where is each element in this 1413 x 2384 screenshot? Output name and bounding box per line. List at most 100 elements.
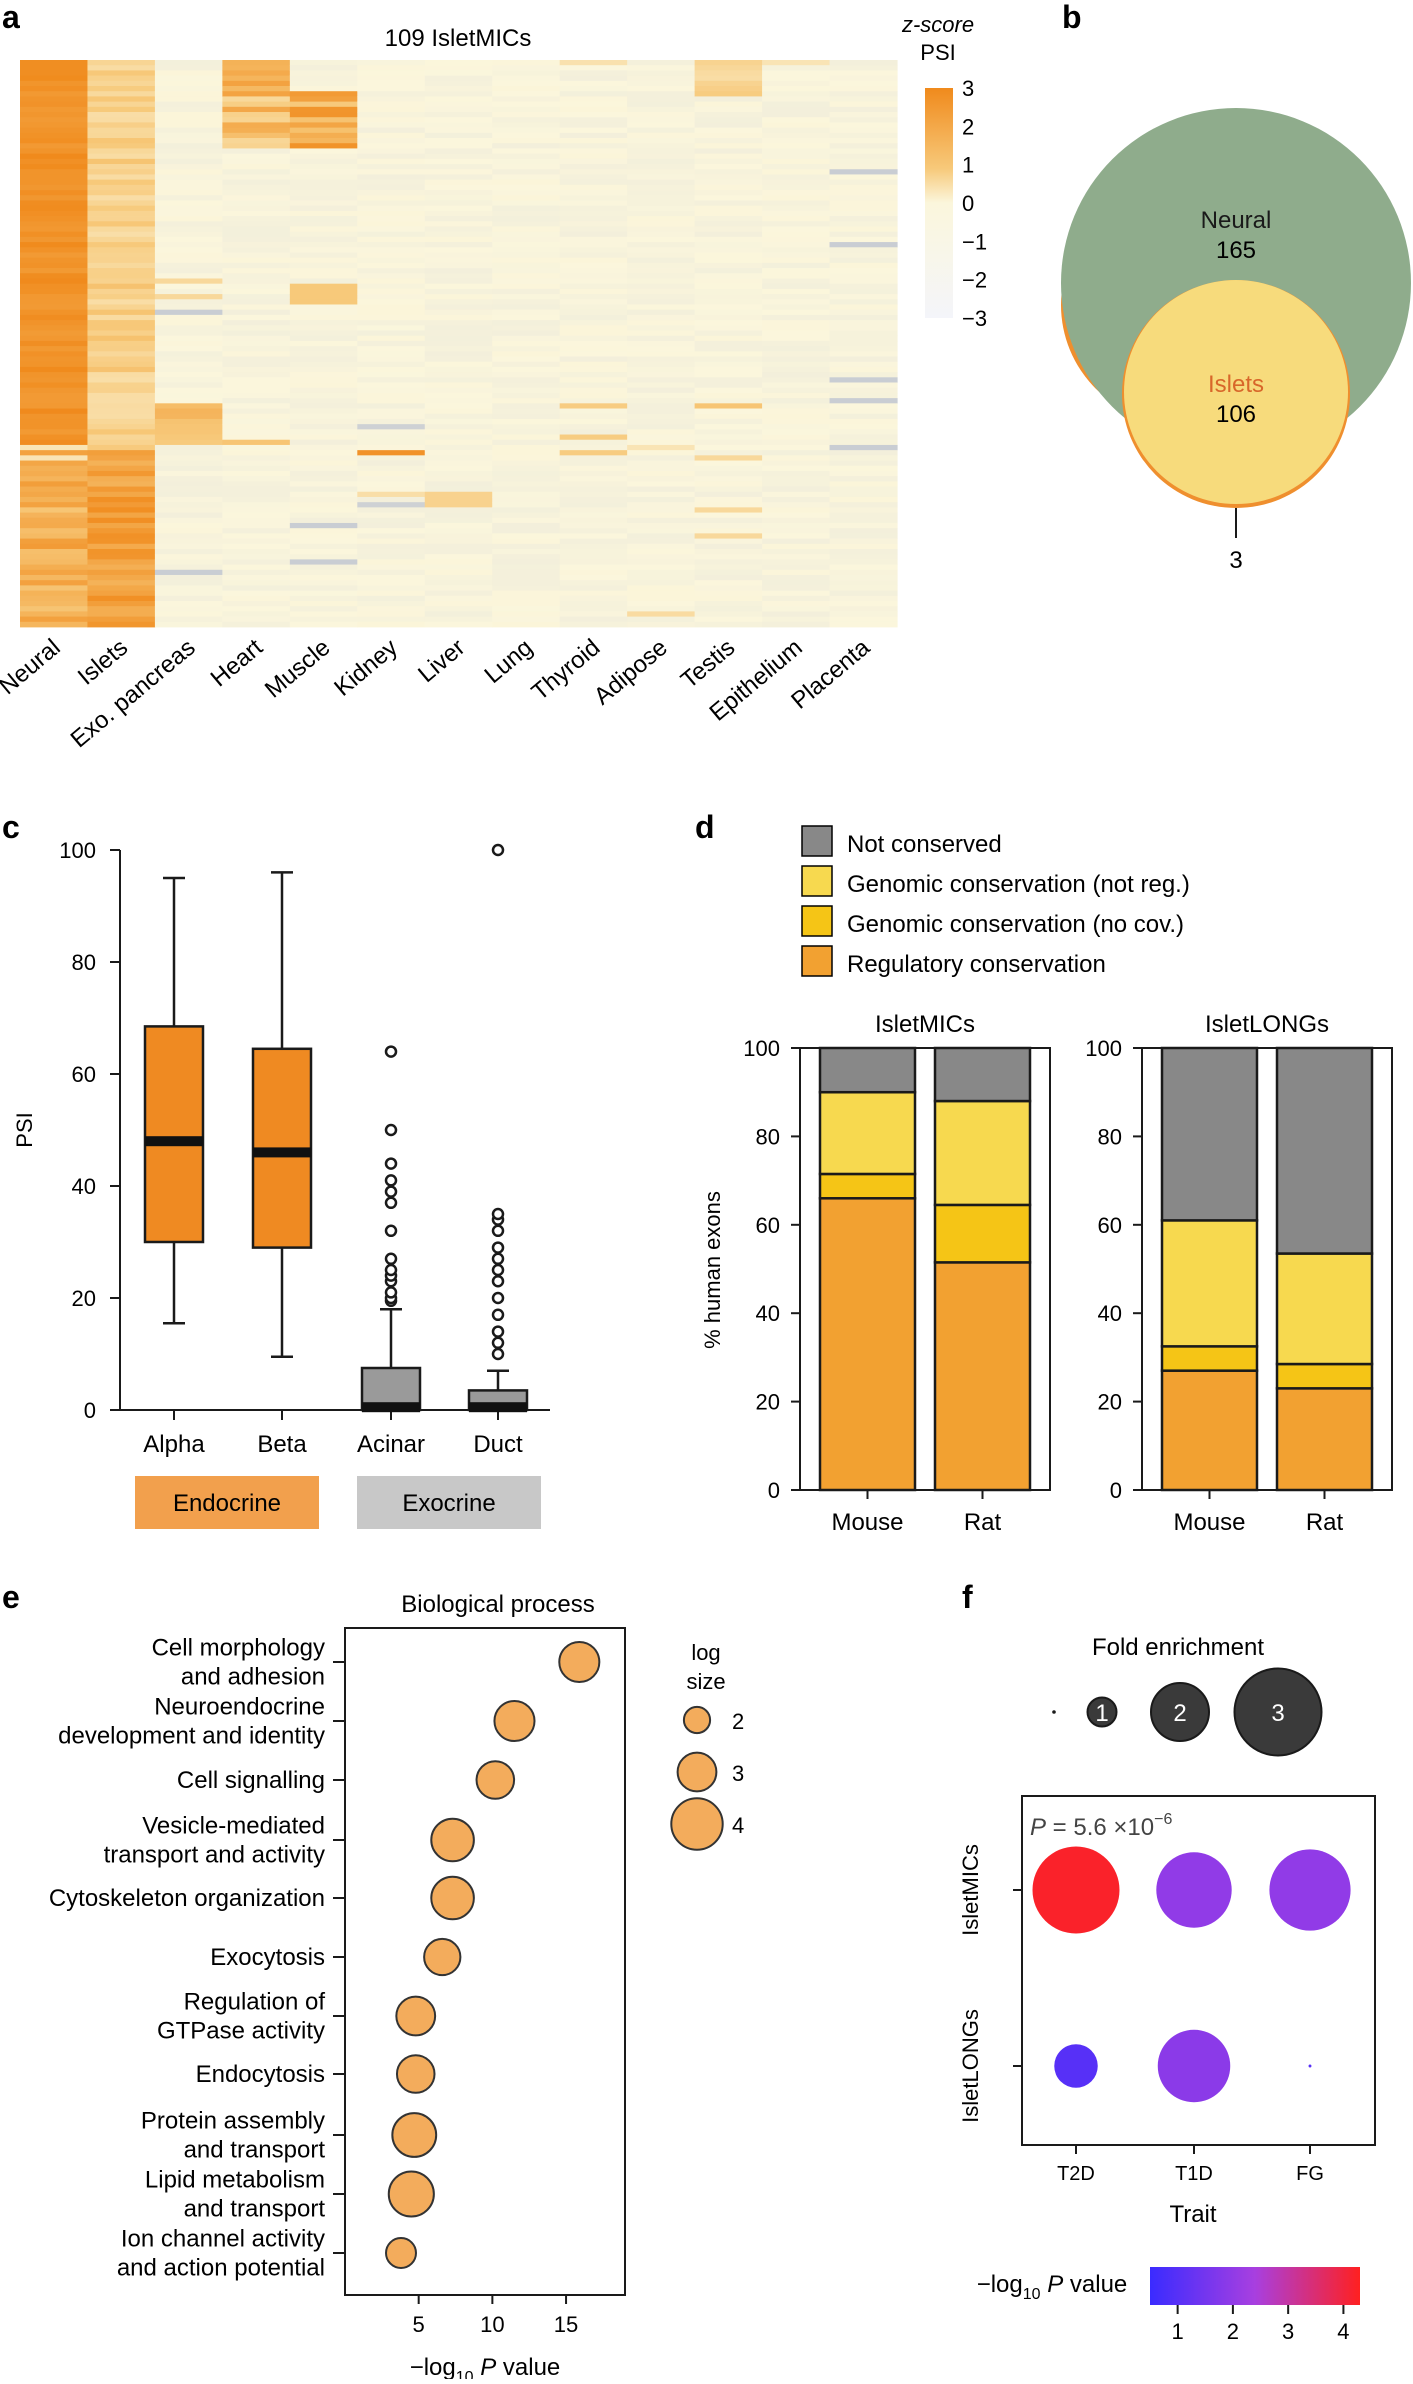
heatmap-cell bbox=[154, 309, 223, 316]
heatmap-cell bbox=[627, 164, 696, 170]
heatmap-cell bbox=[357, 600, 426, 607]
heatmap-cell bbox=[357, 210, 426, 217]
legend-label-genomic-not-reg: Genomic conservation (not reg.) bbox=[847, 871, 1190, 898]
heatmap-cell bbox=[762, 429, 831, 435]
heatmap-cell bbox=[222, 351, 291, 357]
heatmap-cell bbox=[357, 226, 426, 233]
heatmap-cell bbox=[424, 538, 493, 545]
heatmap-cell bbox=[762, 398, 831, 404]
heatmap-cell bbox=[694, 314, 763, 321]
heatmap-cell bbox=[289, 548, 358, 555]
heatmap-cell bbox=[222, 231, 291, 238]
heatmap-cell bbox=[87, 585, 156, 591]
heatmap-cell bbox=[20, 80, 89, 87]
heatmap-cell bbox=[762, 465, 831, 472]
heatmap-cell bbox=[20, 403, 89, 409]
heatmap-cell bbox=[694, 288, 763, 295]
heatmap-cell bbox=[20, 372, 89, 378]
heatmap-cell bbox=[492, 533, 561, 539]
heatmap-cell bbox=[627, 205, 696, 212]
heatmap-cell bbox=[559, 413, 628, 420]
heatmap-cell bbox=[87, 413, 156, 420]
heatmap-cell bbox=[694, 216, 763, 222]
heatmap-cell bbox=[357, 569, 426, 576]
heatmap-cell bbox=[424, 606, 493, 612]
heatmap-cell bbox=[694, 424, 763, 430]
heatmap-cell bbox=[289, 268, 358, 274]
heatmap-cell bbox=[492, 450, 561, 456]
go-dot bbox=[493, 1699, 536, 1743]
heatmap-cell bbox=[20, 70, 89, 76]
heatmap-cell bbox=[20, 226, 89, 233]
go-frame bbox=[344, 1627, 626, 2296]
stacked-bar-segment bbox=[818, 1197, 917, 1492]
heatmap-cell bbox=[20, 470, 89, 477]
heatmap-cell bbox=[627, 122, 696, 129]
heatmap-cell bbox=[222, 330, 291, 337]
boxplot-y-tick-label: 100 bbox=[59, 838, 96, 863]
heatmap-cell bbox=[694, 210, 763, 217]
heatmap-cell bbox=[154, 398, 223, 404]
heatmap-cell bbox=[829, 70, 898, 76]
heatmap-cell bbox=[357, 460, 426, 467]
stacked-bar-segment bbox=[933, 1046, 1032, 1103]
heatmap-cell bbox=[87, 616, 156, 623]
heatmap-cell bbox=[492, 283, 561, 290]
heatmap-cell bbox=[357, 75, 426, 82]
heatmap-cell bbox=[20, 611, 89, 617]
heatmap-cell bbox=[424, 486, 493, 493]
heatmap-cell bbox=[424, 335, 493, 342]
stacked-bar-x-label: Mouse bbox=[1173, 1509, 1245, 1536]
heatmap-cell bbox=[627, 616, 696, 623]
heatmap-cell bbox=[222, 132, 291, 139]
heatmap-cell bbox=[492, 288, 561, 295]
heatmap-cell bbox=[492, 496, 561, 503]
heatmap-cell bbox=[829, 372, 898, 378]
heatmap-cell bbox=[87, 574, 156, 581]
heatmap-cell bbox=[829, 444, 898, 451]
heatmap-cell bbox=[829, 96, 898, 103]
boxplot-y-tick-label: 40 bbox=[72, 1174, 96, 1199]
heatmap-cell bbox=[627, 585, 696, 591]
heatmap-cell bbox=[222, 595, 291, 602]
heatmap-cell bbox=[289, 377, 358, 383]
heatmap-cell bbox=[20, 522, 89, 529]
heatmap-cell bbox=[829, 195, 898, 201]
heatmap-cell bbox=[627, 320, 696, 326]
heatmap-cell bbox=[87, 330, 156, 337]
heatmap-cell bbox=[762, 611, 831, 617]
heatmap-cell bbox=[154, 548, 223, 555]
heatmap-cell bbox=[289, 580, 358, 586]
stacked-bar-frame bbox=[799, 1047, 1051, 1491]
heatmap-cell bbox=[289, 288, 358, 295]
heatmap-cell bbox=[627, 559, 696, 565]
heatmap-cell bbox=[559, 60, 628, 66]
box-outlier bbox=[491, 1252, 505, 1266]
heatmap-cell bbox=[762, 283, 831, 290]
heatmap-cell bbox=[424, 75, 493, 82]
p-value-annotation: P = 5.6 ×10−6 bbox=[1030, 1811, 1172, 1841]
heatmap-cell bbox=[222, 247, 291, 253]
heatmap-cell bbox=[87, 340, 156, 347]
heatmap-cell bbox=[627, 439, 696, 446]
heatmap-cell bbox=[829, 314, 898, 321]
heatmap-cell bbox=[154, 262, 223, 269]
heatmap-cell bbox=[492, 330, 561, 337]
heatmap-cell bbox=[829, 216, 898, 222]
heatmap-cell bbox=[424, 392, 493, 399]
heatmap-cell bbox=[357, 91, 426, 97]
heatmap-cell bbox=[357, 278, 426, 285]
heatmap-cell bbox=[289, 242, 358, 248]
heatmap-cell bbox=[154, 340, 223, 347]
heatmap-cell bbox=[762, 330, 831, 337]
heatmap-cell bbox=[492, 465, 561, 472]
heatmap-cell bbox=[424, 408, 493, 415]
trait-dot bbox=[1032, 1846, 1120, 1934]
heatmap-cell bbox=[694, 434, 763, 441]
heatmap-cell bbox=[87, 252, 156, 259]
heatmap-cell bbox=[357, 465, 426, 472]
exocrine-group-bar bbox=[357, 1476, 541, 1529]
heatmap-cell bbox=[222, 283, 291, 290]
heatmap-cell bbox=[492, 101, 561, 108]
